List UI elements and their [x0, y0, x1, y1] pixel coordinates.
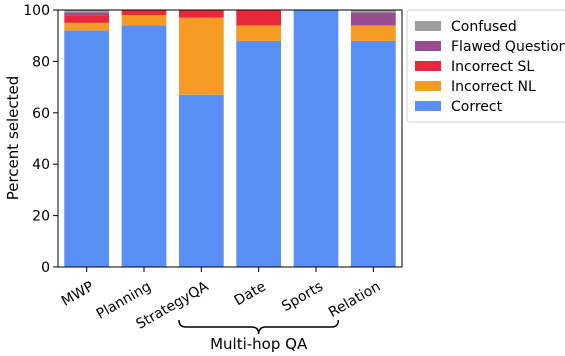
y-tick-label: 40	[32, 157, 50, 173]
y-tick-label: 0	[41, 260, 50, 276]
bar-segment	[350, 10, 396, 13]
bar-segment	[64, 15, 110, 23]
brace-annotation: Multi-hop QA	[178, 319, 340, 353]
y-tick-label: 20	[32, 209, 50, 225]
brace-label: Multi-hop QA	[210, 335, 308, 353]
bar-segment	[350, 25, 396, 41]
bar-segment	[178, 10, 224, 18]
bar-segment	[236, 40, 282, 268]
legend-swatch	[415, 21, 441, 31]
bar-segment	[64, 12, 110, 16]
plot-frame	[57, 9, 403, 268]
legend-swatch	[415, 101, 441, 111]
legend: Confused Flawed Question Incorrect SL Incor…	[406, 9, 565, 123]
x-tick-label: Sports	[279, 279, 326, 315]
legend-swatch	[415, 81, 441, 91]
y-tick-label: 100	[23, 3, 50, 19]
legend-swatch	[415, 61, 441, 71]
legend-label: Correct	[451, 99, 503, 115]
legend-label: Incorrect SL	[451, 59, 534, 75]
bar-segment	[64, 22, 110, 31]
bar-segment	[350, 12, 396, 26]
bar-segment	[64, 10, 110, 13]
legend-frame	[406, 9, 565, 123]
bar-segment	[236, 25, 282, 41]
bar-segment	[121, 10, 167, 16]
bar-segment	[350, 40, 396, 268]
bar-segment	[121, 25, 167, 268]
legend-label: Confused	[451, 19, 517, 35]
x-tick-label: Date	[232, 279, 269, 310]
legend-swatch	[415, 41, 441, 51]
y-axis: 0 20 40 60 80 100	[23, 3, 58, 276]
bar-segment	[64, 30, 110, 268]
y-tick-label: 80	[32, 54, 50, 70]
y-axis-label: Percent selected	[4, 76, 22, 201]
legend-label: Flawed Question	[451, 39, 565, 55]
legend-label: Incorrect NL	[451, 79, 536, 95]
x-tick-label: Relation	[326, 279, 383, 321]
bar-segment	[236, 10, 282, 26]
bar-segment	[178, 94, 224, 267]
bar-segment	[293, 10, 339, 267]
brace-icon	[178, 319, 340, 335]
x-tick-label: MWP	[59, 279, 97, 310]
bar-segment	[178, 17, 224, 95]
y-tick-label: 60	[32, 106, 50, 122]
bars-group	[64, 10, 396, 268]
bar-segment	[121, 15, 167, 26]
